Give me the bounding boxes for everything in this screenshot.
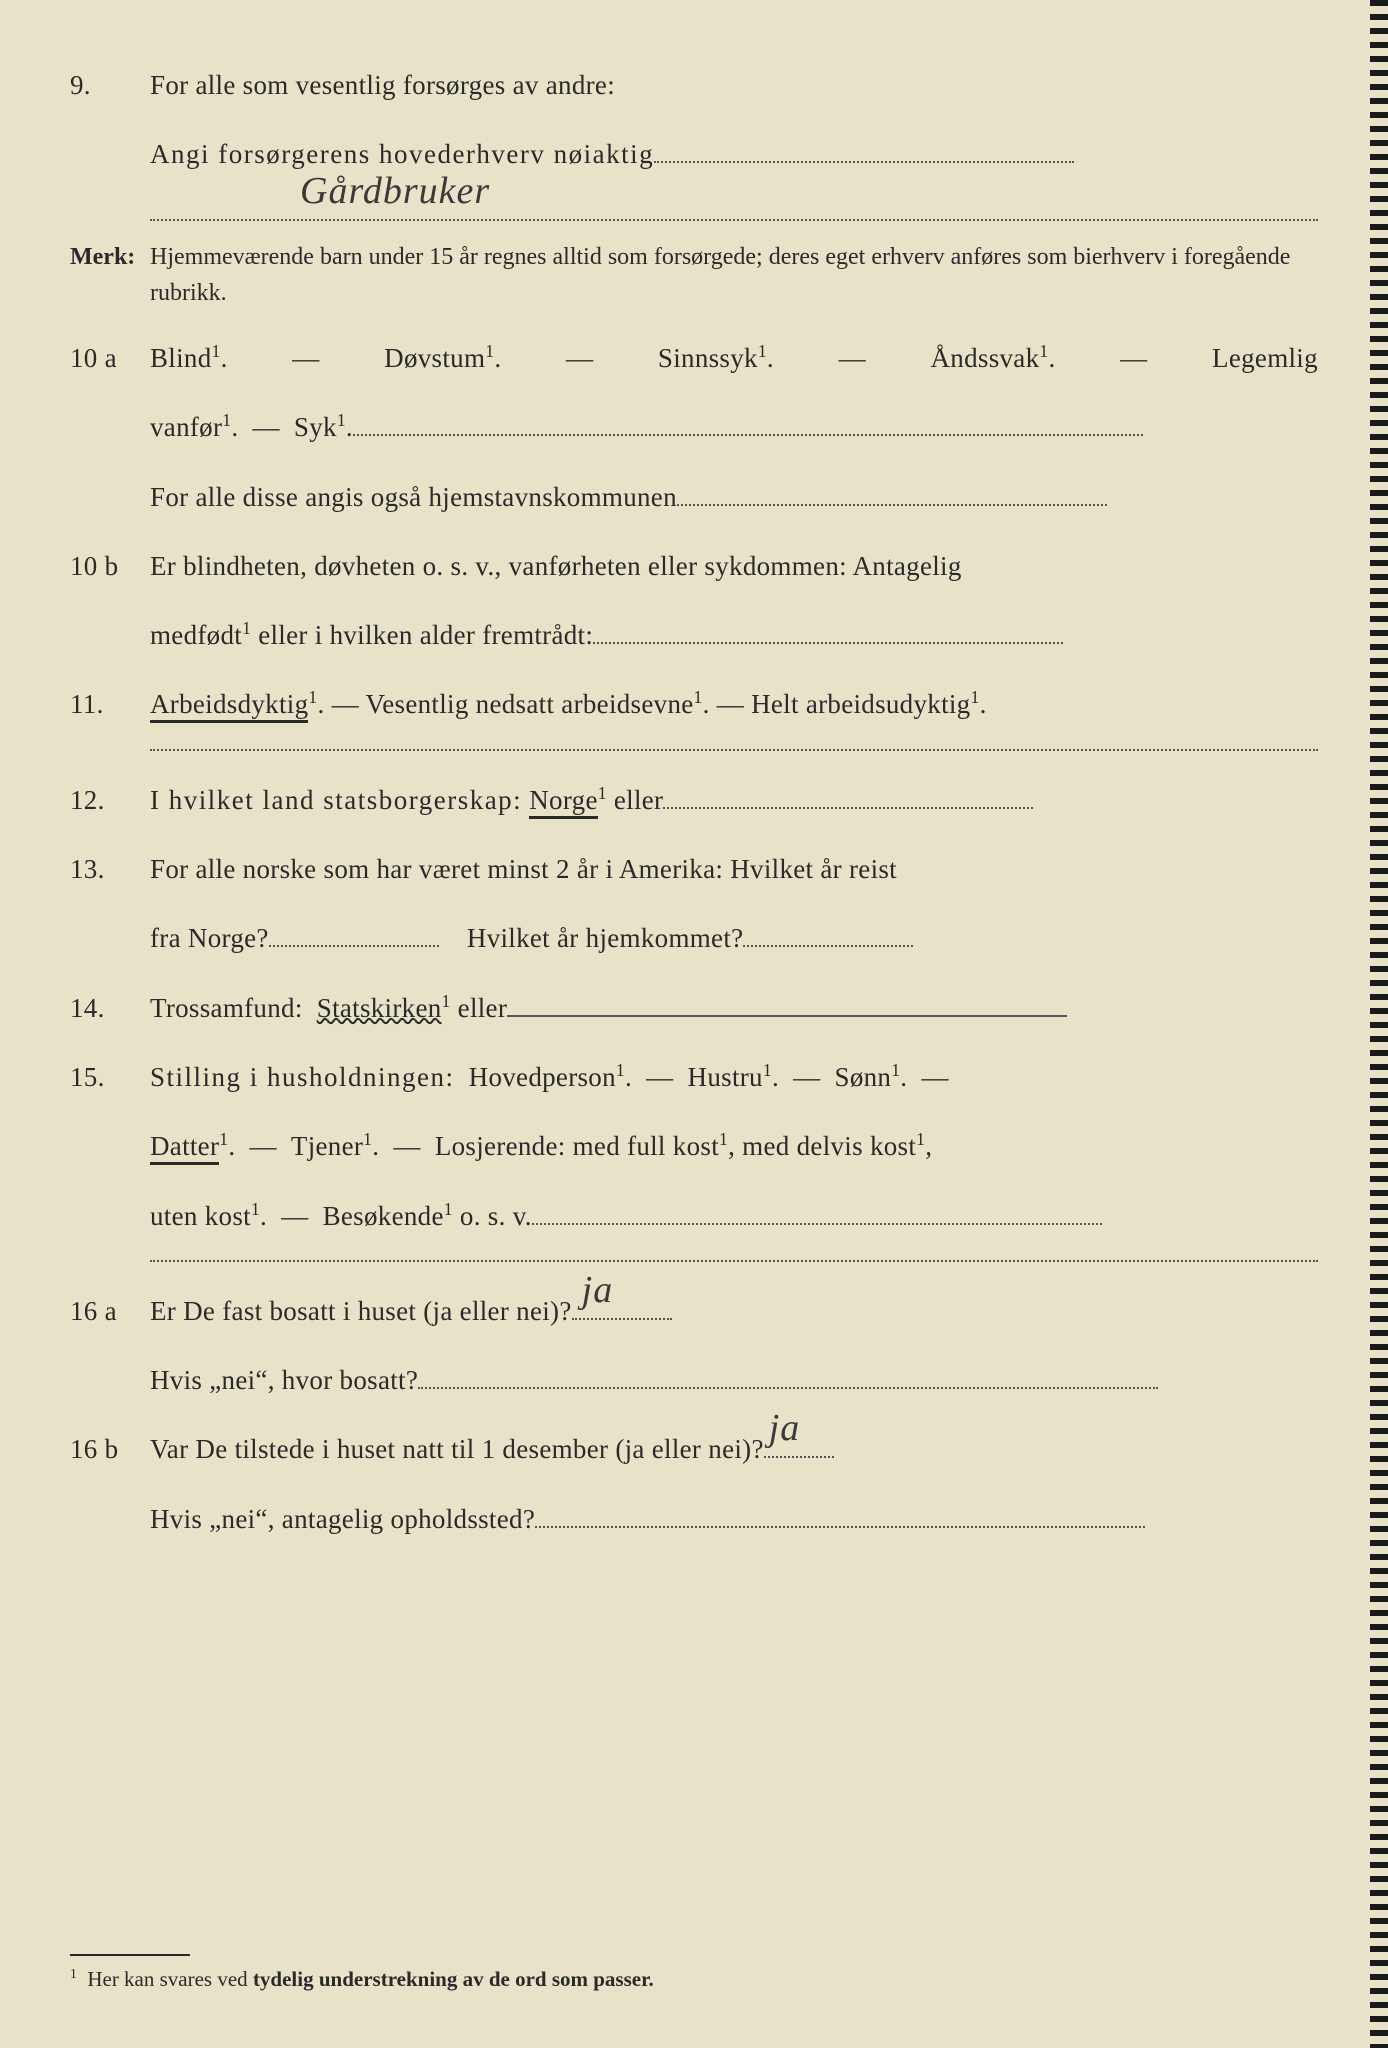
footnote-text-b: tydelig understrekning av de ord som pas… — [253, 1967, 654, 1991]
question-number: 9. — [70, 60, 150, 111]
q13-line2b: Hvilket år hjemkommet? — [467, 923, 744, 953]
question-13: 13. For alle norske som har været minst … — [70, 844, 1318, 895]
question-15: 15. Stilling i husholdningen: Hovedperso… — [70, 1052, 1318, 1103]
opt-nedsatt: Vesentlig nedsatt arbeidsevne — [365, 689, 693, 719]
opt-sonn: Sønn — [835, 1062, 892, 1092]
fill-line — [269, 945, 439, 947]
q13-line2a: fra Norge? — [150, 923, 269, 953]
fill-line — [654, 161, 1074, 163]
q16a-line2: Hvis „nei“, hvor bosatt? — [70, 1355, 1318, 1406]
fill-line — [593, 642, 1063, 644]
q13-line2: fra Norge? Hvilket år hjemkommet? — [70, 913, 1318, 964]
q13-line1: For alle norske som har været minst 2 år… — [150, 854, 897, 884]
term-sinnssyk: Sinnssyk — [658, 343, 758, 373]
question-number: 10 b — [70, 541, 150, 592]
q10a-line3-text: For alle disse angis også hjemstavnskomm… — [150, 482, 677, 512]
question-12: 12. I hvilket land statsborgerskap: Norg… — [70, 775, 1318, 826]
question-14: 14. Trossamfund: Statskirken1 eller — [70, 983, 1318, 1034]
question-number: 10 a — [70, 333, 150, 384]
fill-line — [677, 504, 1107, 506]
question-number: 13. — [70, 844, 150, 895]
q10a-line2: vanfør1. — Syk1. — [70, 402, 1318, 453]
q15-label: Stilling i husholdningen: — [150, 1062, 455, 1092]
question-number: 11. — [70, 679, 150, 730]
q16b-line2: Hvis „nei“, antagelig opholdssted? — [70, 1494, 1318, 1545]
q16b-line2-text: Hvis „nei“, antagelig opholdssted? — [150, 1504, 535, 1534]
question-number: 16 a — [70, 1286, 150, 1337]
q15-delvis: , med delvis kost — [728, 1131, 916, 1161]
fill-line: ja — [764, 1456, 834, 1458]
q10a-line3: For alle disse angis også hjemstavnskomm… — [70, 472, 1318, 523]
term-medfodt: medfødt — [150, 620, 242, 650]
opt-statskirken: Statskirken — [317, 993, 442, 1023]
fill-line — [535, 1526, 1145, 1528]
term-blind: Blind — [150, 343, 212, 373]
term-syk: Syk — [294, 412, 337, 442]
opt-hovedperson: Hovedperson — [469, 1062, 616, 1092]
question-9: 9. For alle som vesentlig forsørges av a… — [70, 60, 1318, 111]
fill-line: Gårdbruker — [150, 189, 1318, 221]
q15-uten-kost: uten kost — [150, 1201, 251, 1231]
term-dovstum: Døvstum — [384, 343, 485, 373]
merk-text: Hjemmeværende barn under 15 år regnes al… — [150, 239, 1318, 311]
q16b-line1: Var De tilstede i huset natt til 1 desem… — [150, 1434, 764, 1464]
q14-or: eller — [451, 993, 508, 1023]
merk-label: Merk: — [70, 239, 150, 275]
question-16b: 16 b Var De tilstede i huset natt til 1 … — [70, 1424, 1318, 1475]
q9-line1: For alle som vesentlig forsørges av andr… — [150, 70, 615, 100]
q15-osv: o. s. v. — [453, 1201, 532, 1231]
handwritten-answer: Gårdbruker — [300, 155, 490, 227]
fill-line: ja — [572, 1318, 672, 1320]
merk-note: Merk: Hjemmeværende barn under 15 år reg… — [70, 239, 1318, 311]
term-vanfor: vanfør — [150, 412, 222, 442]
question-content: For alle som vesentlig forsørges av andr… — [150, 60, 1318, 111]
section-divider — [150, 749, 1318, 751]
q15-line3: uten kost1. — Besøkende1 o. s. v. — [70, 1191, 1318, 1242]
opt-norge: Norge — [529, 785, 598, 819]
q12-text-a: I hvilket land statsborgerskap: — [150, 785, 522, 815]
footnote-marker: 1 — [70, 1966, 77, 1981]
fill-line — [743, 945, 913, 947]
q15-besokende: Besøkende — [323, 1201, 444, 1231]
handwritten-answer: ja — [769, 1392, 801, 1464]
footnote-rule — [70, 1954, 190, 1956]
q10b-line2b: eller i hvilken alder fremtrådt: — [251, 620, 593, 650]
question-number: 16 b — [70, 1424, 150, 1475]
section-divider — [150, 1260, 1318, 1262]
question-11: 11. Arbeidsdyktig1. — Vesentlig nedsatt … — [70, 679, 1318, 730]
q14-label: Trossamfund: — [150, 993, 303, 1023]
q15-line2: Datter1. — Tjener1. — Losjerende: med fu… — [70, 1121, 1318, 1172]
q15-losjerende: Losjerende: med full kost — [435, 1131, 719, 1161]
page-perforation — [1370, 0, 1388, 2048]
fill-line — [353, 434, 1143, 436]
opt-tjener: Tjener — [291, 1131, 363, 1161]
q12-text-b: eller — [607, 785, 664, 815]
question-10b: 10 b Er blindheten, døvheten o. s. v., v… — [70, 541, 1318, 592]
q9-line2-row: Angi forsørgerens hovederhverv nøiaktig — [70, 129, 1318, 180]
handwritten-answer: ja — [582, 1254, 614, 1326]
fill-line — [532, 1223, 1102, 1225]
footnote: 1 Her kan svares ved tydelig understrekn… — [70, 1954, 1318, 1992]
question-number: 14. — [70, 983, 150, 1034]
footnote-text: 1 Her kan svares ved tydelig understrekn… — [70, 1966, 1318, 1992]
q10b-line1: Er blindheten, døvheten o. s. v., vanfør… — [150, 551, 962, 581]
question-number: 15. — [70, 1052, 150, 1103]
question-16a: 16 a Er De fast bosatt i huset (ja eller… — [70, 1286, 1318, 1337]
opt-datter: Datter — [150, 1131, 219, 1165]
footnote-text-a: Her kan svares ved — [87, 1967, 253, 1991]
q9-answer-row: Gårdbruker — [70, 189, 1318, 221]
opt-hustru: Hustru — [688, 1062, 763, 1092]
fill-line — [418, 1387, 1158, 1389]
opt-arbeidsdyktig: Arbeidsdyktig — [150, 689, 308, 723]
fill-line — [507, 1015, 1067, 1017]
question-number: 12. — [70, 775, 150, 826]
q16a-line2-text: Hvis „nei“, hvor bosatt? — [150, 1365, 418, 1395]
term-legemlig: Legemlig — [1212, 343, 1318, 373]
term-andssvak: Åndssvak — [930, 343, 1039, 373]
question-10a: 10 a Blind1. — Døvstum1. — Sinnssyk1. — … — [70, 333, 1318, 384]
fill-line — [663, 807, 1033, 809]
opt-udyktig: Helt arbeidsudyktig — [751, 689, 970, 719]
q10b-line2: medfødt1 eller i hvilken alder fremtrådt… — [70, 610, 1318, 661]
q16a-line1: Er De fast bosatt i huset (ja eller nei)… — [150, 1296, 572, 1326]
